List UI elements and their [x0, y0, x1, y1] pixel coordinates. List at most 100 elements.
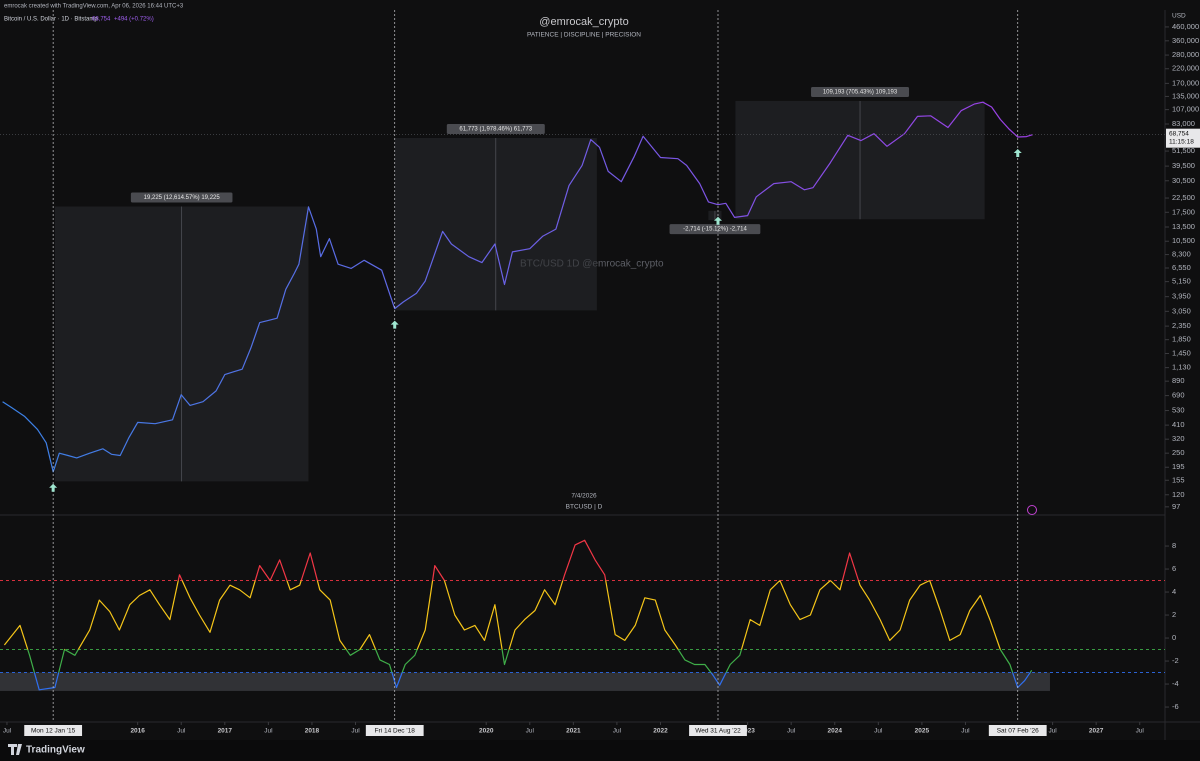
x-tick-label: 2024 [828, 728, 843, 735]
x-tick-label: Jul [874, 728, 883, 735]
y-tick-label: 17,500 [1172, 207, 1195, 216]
y-tick-label: 8,300 [1172, 250, 1191, 259]
y-tick-label: 22,500 [1172, 193, 1195, 202]
chart-title: @emrocak_crypto [539, 16, 628, 28]
y-tick-label: 10,500 [1172, 236, 1195, 245]
x-tick-label: 2018 [305, 728, 320, 735]
y-tick-label: 460,000 [1172, 22, 1199, 31]
y-tick-label: -2 [1172, 656, 1179, 665]
y-tick-label: 250 [1172, 448, 1185, 457]
x-tick-label: 2016 [130, 728, 145, 735]
y-tick-label: 1,850 [1172, 335, 1191, 344]
event-label-bg [988, 725, 1047, 736]
y-tick-label: 83,000 [1172, 119, 1195, 128]
x-tick-label: Jul [526, 728, 535, 735]
x-tick-label: Jul [3, 728, 12, 735]
alert-icon[interactable] [1027, 505, 1037, 515]
y-tick-label: 39,500 [1172, 161, 1195, 170]
y-tick-label: 6 [1172, 564, 1176, 573]
measure-label-bg [669, 224, 761, 235]
y-tick-label: 0 [1172, 633, 1176, 642]
y-tick-label: 220,000 [1172, 64, 1199, 73]
x-tick-label: 2022 [653, 728, 668, 735]
countdown: 11:15:18 [1169, 138, 1194, 145]
price-line [2, 101, 1033, 473]
event-label: Mon 12 Jan '15 [31, 728, 76, 735]
chart-subtitle: PATIENCE | DISCIPLINE | PRECISION [527, 32, 641, 39]
y-tick-label: 51,500 [1172, 146, 1195, 155]
y-tick-label: 120 [1172, 490, 1185, 499]
measure-label-bg [130, 192, 233, 203]
y-tick-label: 107,000 [1172, 105, 1199, 114]
y-tick-label: 890 [1172, 376, 1185, 385]
last-price-label: 68,754 [1169, 130, 1189, 137]
y-tick-label: 30,500 [1172, 176, 1195, 185]
logo [8, 744, 22, 755]
y-tick-label: 8 [1172, 541, 1176, 550]
x-tick-label: 2027 [1089, 728, 1104, 735]
event-arrow [49, 483, 58, 492]
zone-band [0, 672, 1050, 691]
x-tick-label: Jul [177, 728, 186, 735]
event-label: Sat 07 Feb '26 [997, 728, 1039, 735]
event-arrow [713, 216, 722, 225]
measure-label-bg [811, 86, 910, 97]
event-arrow [1013, 149, 1022, 158]
event-label: Fri 14 Dec '18 [375, 728, 416, 735]
last-price-bg [1166, 128, 1200, 148]
y-tick-label: 410 [1172, 420, 1185, 429]
y-tick-label: 4 [1172, 587, 1176, 596]
symbol: Bitcoin / U.S. Dollar · 1D · Bitstamp [4, 17, 98, 23]
x-tick-label: Jul [613, 728, 622, 735]
header-price: 68,754 [92, 17, 111, 23]
event-label: Wed 31 Aug '22 [695, 728, 741, 735]
event-label-bg [24, 725, 83, 736]
x-tick-label: Jul [351, 728, 360, 735]
y-tick-label: -4 [1172, 679, 1179, 688]
y-tick-label: 195 [1172, 462, 1185, 471]
y-tick-label: 6,550 [1172, 263, 1191, 272]
header-change: +494 (+0.72%) [114, 17, 154, 23]
oscillator-line [3, 539, 1033, 691]
y-axis-label: USD [1172, 13, 1186, 20]
y-tick-label: 360,000 [1172, 36, 1199, 45]
x-tick-label: 2020 [479, 728, 494, 735]
credit: emrocak created with TradingView.com, Ap… [4, 4, 184, 10]
event-label-bg [365, 725, 424, 736]
brand: TradingView [26, 745, 85, 756]
y-tick-label: 97 [1172, 502, 1180, 511]
x-tick-label: 2017 [218, 728, 233, 735]
indicator-date: 7/4/2026 [571, 493, 597, 500]
footer-bar [0, 740, 1200, 761]
y-tick-label: 170,000 [1172, 78, 1199, 87]
y-tick-label: 2 [1172, 610, 1176, 619]
y-tick-label: 3,050 [1172, 306, 1191, 315]
x-tick-label: Jul [264, 728, 273, 735]
y-tick-label: -6 [1172, 702, 1179, 711]
y-tick-label: 1,450 [1172, 348, 1191, 357]
y-tick-label: 320 [1172, 434, 1185, 443]
x-tick-label: 2021 [566, 728, 581, 735]
measure-label: -2,714 (-15.12%) -2,714 [683, 227, 747, 233]
y-tick-label: 13,500 [1172, 222, 1195, 231]
x-tick-label: 2025 [915, 728, 930, 735]
y-tick-label: 2,350 [1172, 321, 1191, 330]
y-tick-label: 135,000 [1172, 91, 1199, 100]
y-tick-label: 3,950 [1172, 292, 1191, 301]
event-label-bg [689, 725, 747, 736]
x-tick-label: Jul [787, 728, 796, 735]
event-arrow [390, 320, 399, 329]
y-tick-label: 1,130 [1172, 363, 1191, 372]
y-tick-label: 530 [1172, 406, 1185, 415]
y-tick-label: 155 [1172, 475, 1185, 484]
measure-label: 19,225 (12,614.57%) 19,225 [144, 195, 221, 201]
measure-label: 109,193 (705.43%) 109,193 [823, 90, 898, 96]
indicator-symbol: BTCUSD | D [566, 504, 603, 511]
y-tick-label: 690 [1172, 391, 1185, 400]
y-tick-label: 280,000 [1172, 50, 1199, 59]
x-tick-label: Jul [1136, 728, 1145, 735]
y-tick-label: 5,150 [1172, 277, 1191, 286]
x-tick-label: 2023 [740, 728, 755, 735]
